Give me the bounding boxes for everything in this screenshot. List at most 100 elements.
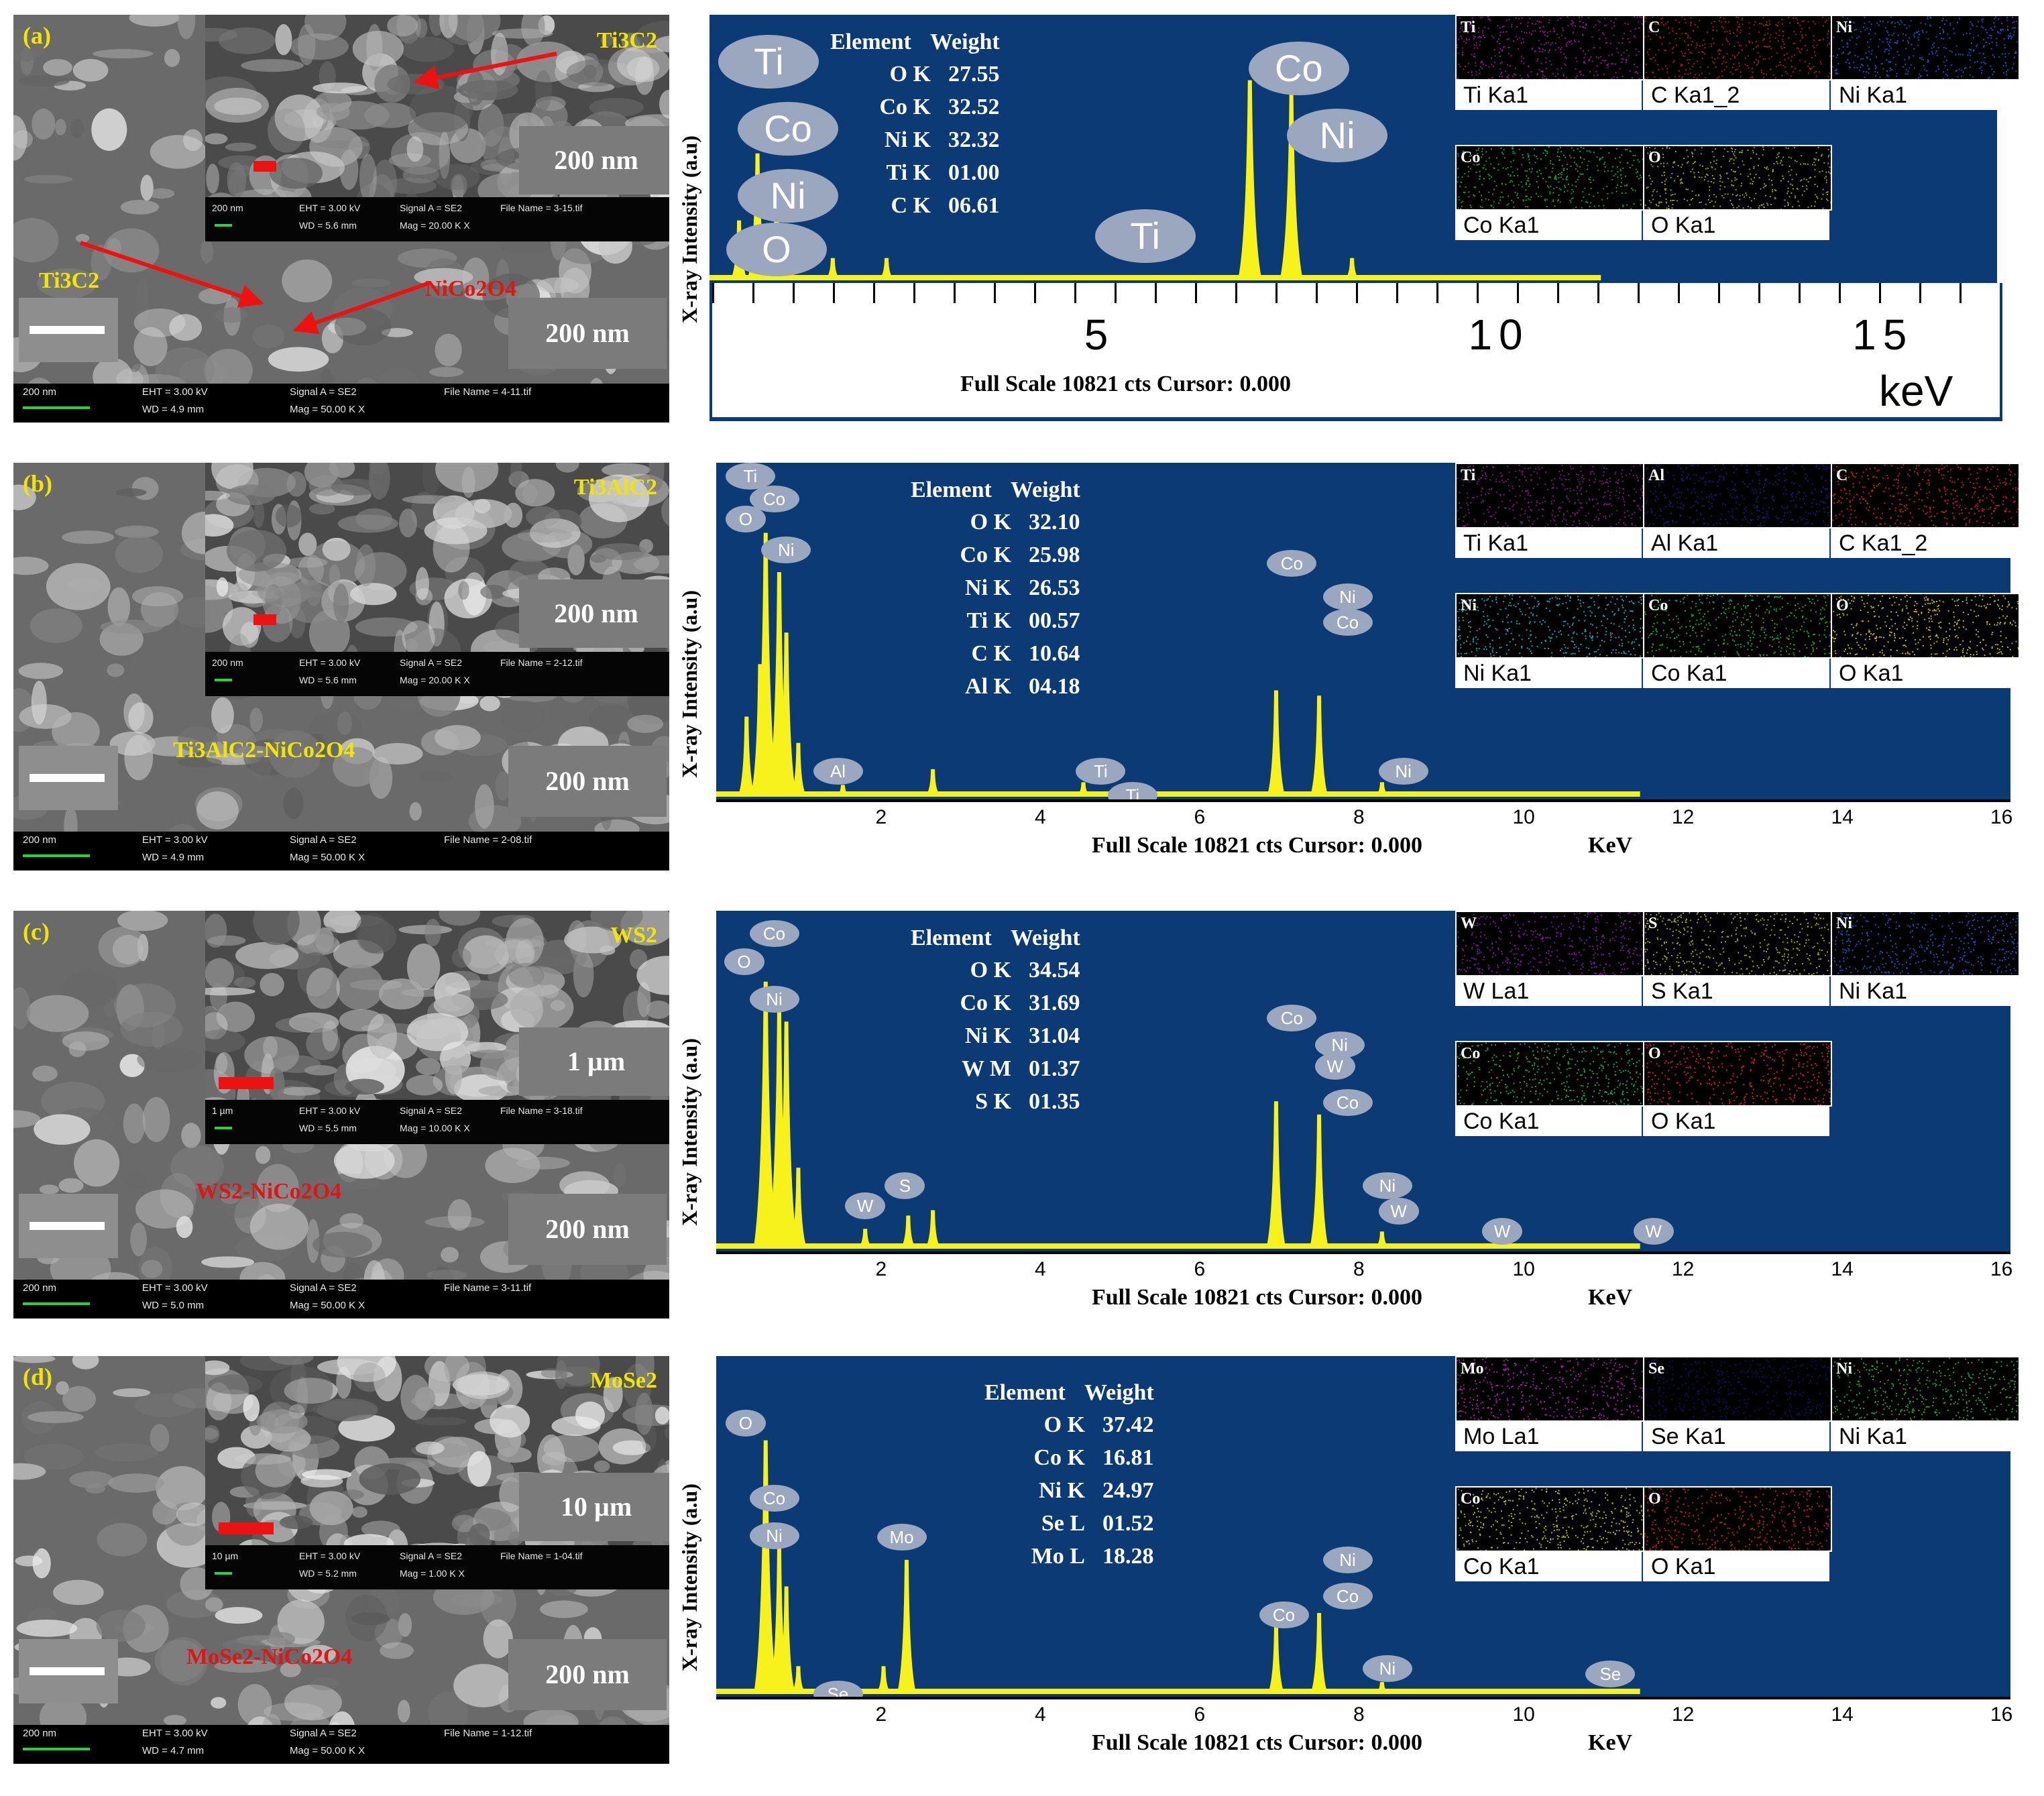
peak-label-bubble: S	[885, 1172, 925, 1199]
table-weight: 01.35	[1029, 1089, 1080, 1114]
table-element: S K	[975, 1089, 1011, 1114]
spectrum-footer: Full Scale 10821 cts Cursor: 0.000	[960, 372, 1291, 396]
peak-label-bubble: O	[726, 223, 827, 276]
elemental-map-texture	[1644, 464, 1831, 527]
eds-spectrum-panel: X-ray Intensity (a.u) Element Weight O K 32.…	[677, 463, 2020, 871]
spectrum-peak	[738, 716, 755, 795]
panel-label: (a)	[23, 22, 51, 49]
peak-label-bubble: Ni	[749, 1522, 799, 1549]
elemental-map-texture	[1644, 912, 1831, 975]
table-element: Ni K	[1039, 1478, 1085, 1503]
elemental-map-tile: Ti	[1455, 15, 1644, 80]
table-weight: 32.32	[948, 127, 1000, 152]
table-row: Co K 16.81	[1011, 1445, 1154, 1471]
peak-label-bubble: Ni	[749, 986, 799, 1013]
figure-panel-row: (c) WS2 1 µm 1 µm EHT = 3.00 kV Signal A = SE…	[0, 911, 2044, 1321]
inset-info-field: EHT = 3.00 kV	[299, 657, 361, 668]
spectrum-peak	[879, 258, 894, 279]
table-element: Ti K	[966, 608, 1011, 633]
inset-info-field: EHT = 3.00 kV	[299, 203, 361, 213]
sem-info-bar: 200 nm EHT = 3.00 kV Signal A = SE2 File Na…	[13, 832, 669, 871]
x-tick-label: 5	[1084, 311, 1115, 359]
peak-label-bubble: Ni	[1362, 1172, 1412, 1199]
table-weight: 37.42	[1102, 1412, 1154, 1437]
table-weight: 04.18	[1029, 674, 1080, 699]
elemental-map-tile: Al	[1643, 463, 1832, 528]
table-element: Al K	[965, 674, 1011, 699]
map-caption: O Ka1	[1643, 1552, 1829, 1581]
spectrum-peak	[776, 632, 797, 795]
x-tick-label: 4	[1035, 806, 1046, 828]
sem-image: (a) Ti3C2 200 nm 200 nm EHT = 3.00 kV Signal …	[13, 15, 669, 423]
inset-info-field: File Name = 1-04.tif	[500, 1551, 583, 1561]
eds-spectrum-panel: X-ray Intensity (a.u) Element Weight O K 34.…	[677, 911, 2020, 1321]
x-tick-label: 14	[1831, 1258, 1854, 1280]
main-scale-label: 200 nm	[508, 1194, 667, 1265]
elemental-map-tile: Co	[1455, 1041, 1644, 1107]
peak-label-bubble: Ni	[1314, 1031, 1365, 1058]
x-tick-label: 6	[1194, 1258, 1206, 1280]
main-scale-label: 200 nm	[508, 746, 667, 817]
table-element: Ni K	[965, 575, 1011, 600]
elemental-map-texture	[1644, 1042, 1831, 1105]
sem-info-field: Mag = 50.00 K X	[290, 1300, 365, 1311]
inset-green-scale	[215, 1572, 232, 1575]
peak-label-bubble: W	[845, 1192, 885, 1219]
inset-scale-label: 200 nm	[519, 579, 669, 648]
inset-info-field: Mag = 10.00 K X	[400, 1123, 470, 1133]
elemental-map-texture	[1644, 594, 1831, 657]
composite-label: MoSe2-NiCo2O4	[186, 1644, 353, 1669]
red-arrow	[80, 241, 264, 308]
sem-info-field: File Name = 1-12.tif	[444, 1728, 532, 1739]
peak-label-bubble: O	[725, 1410, 766, 1437]
elemental-map-tile: W	[1455, 911, 1644, 976]
map-caption: O Ka1	[1643, 1107, 1829, 1136]
main-scale-bar	[30, 326, 105, 334]
sem-info-field: Mag = 50.00 K X	[290, 404, 365, 415]
sem-image: (c) WS2 1 µm 1 µm EHT = 3.00 kV Signal A = SE…	[13, 911, 669, 1318]
peak-label-bubble: Co	[738, 102, 839, 156]
spectrum-peak	[753, 981, 778, 1247]
spectrum-peak	[1267, 690, 1286, 795]
table-row: Ti K 00.57	[938, 608, 1080, 634]
peak-label-bubble: Ni	[1322, 1547, 1373, 1573]
table-weight: 10.64	[1029, 641, 1080, 666]
inset-material-label: WS2	[610, 923, 657, 948]
peak-label-bubble: Ni	[1322, 583, 1373, 610]
elemental-map-tile: Co	[1643, 593, 1832, 659]
table-row: Se L 01.52	[1011, 1511, 1154, 1536]
elemental-map-texture	[1832, 1357, 2019, 1420]
x-tick-label: 4	[1035, 1258, 1046, 1280]
sem-info-field: WD = 4.9 mm	[142, 404, 205, 415]
table-element: O K	[1043, 1412, 1085, 1437]
inset-info-field: Mag = 20.00 K X	[400, 220, 470, 231]
elemental-map-texture	[1457, 594, 1643, 657]
map-element-tag: Ni	[1836, 19, 1852, 36]
peak-label-bubble: O	[724, 948, 764, 975]
inset-material-label: Ti3AlC2	[573, 475, 657, 500]
x-tick-label: 10	[1468, 311, 1530, 359]
sem-info-field: File Name = 4-11.tif	[444, 386, 532, 398]
table-row: Ni K 31.04	[938, 1023, 1080, 1049]
inset-info-field: Mag = 20.00 K X	[400, 675, 470, 685]
spectrum-peak	[775, 1021, 798, 1247]
table-element: C K	[971, 641, 1012, 666]
table-row: O K 27.55	[857, 62, 1000, 87]
table-weight: 31.69	[1029, 991, 1080, 1015]
x-tick-label: 12	[1672, 806, 1695, 828]
elemental-map-texture	[1457, 146, 1643, 209]
sem-info-field: Mag = 50.00 K X	[290, 1745, 365, 1756]
elemental-map-tile: Ni	[1455, 593, 1644, 659]
x-tick-label: 8	[1353, 806, 1365, 828]
inset-info-bar: 10 µm EHT = 3.00 kV Signal A = SE2 File Nam…	[205, 1545, 669, 1589]
spectrum-footer: Full Scale 10821 cts Cursor: 0.000	[1092, 1285, 1422, 1310]
peak-label-bubble: W	[1314, 1053, 1355, 1080]
main-scale-bar-box	[19, 746, 118, 810]
sem-inset-image: WS2 1 µm 1 µm EHT = 3.00 kV Signal A = SE2 Fi…	[205, 911, 669, 1144]
sem-info-field: EHT = 3.00 kV	[142, 1282, 208, 1294]
inset-info-field: Signal A = SE2	[400, 1105, 463, 1116]
sem-info-field: Signal A = SE2	[290, 834, 357, 846]
peak-label-bubble: Co	[749, 1485, 799, 1512]
peak-label-bubble: Ni	[738, 169, 839, 223]
elemental-map-texture	[1457, 1488, 1643, 1551]
